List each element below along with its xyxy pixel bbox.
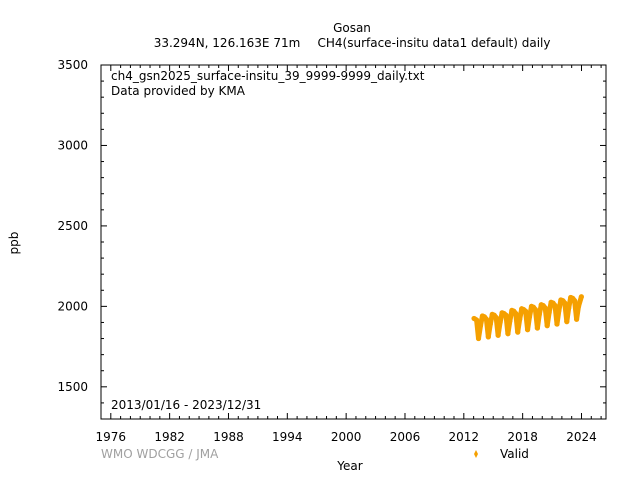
y-tick-label: 2000: [57, 299, 88, 313]
data-point: [505, 331, 511, 337]
x-tick-label: 1982: [154, 430, 185, 444]
data-point: [503, 312, 509, 318]
x-tick-label: 2024: [566, 430, 597, 444]
data-point: [497, 319, 503, 326]
data-point: [566, 305, 572, 311]
data-point: [575, 303, 582, 309]
y-tick-label: 3000: [57, 138, 88, 152]
x-tick-label: 2018: [507, 430, 538, 444]
data-point: [495, 332, 501, 338]
x-axis: 1976 1982 1988 1994 2000 2006 2012 2018 2024: [96, 65, 602, 444]
data-point: [554, 321, 560, 327]
y-tick-label: 3500: [57, 58, 88, 72]
data-points: [471, 294, 584, 342]
x-tick-label: 1988: [213, 430, 244, 444]
data-point: [513, 311, 519, 317]
plot-frame: [100, 64, 607, 420]
y-tick-label: 2500: [57, 219, 88, 233]
file-label: ch4_gsn2025_surface-insitu_39_9999-9999_…: [111, 69, 425, 83]
chart-subtitle-dataset: CH4(surface-insitu data1 default) daily: [318, 36, 551, 50]
data-point: [477, 323, 484, 329]
data-point: [522, 308, 529, 314]
y-tick-label: 1500: [57, 380, 88, 394]
y-axis: 1500 2000 2500 3000 3500: [57, 58, 606, 404]
data-point: [542, 305, 548, 311]
data-point: [517, 316, 523, 322]
data-point: [572, 298, 578, 304]
legend-marker: [474, 450, 478, 458]
legend-label-valid: Valid: [500, 447, 529, 461]
chart-subtitle-location: 33.294N, 126.163E 71m: [154, 36, 301, 50]
y-axis-label: ppb: [7, 232, 21, 255]
credit-label: WMO WDCGG / JMA: [101, 447, 219, 461]
x-tick-label: 1994: [272, 430, 303, 444]
x-tick-label: 2000: [331, 430, 362, 444]
data-point: [507, 318, 513, 324]
data-point: [487, 321, 493, 327]
x-tick-label: 2012: [449, 430, 480, 444]
data-point: [475, 335, 482, 342]
data-point: [493, 315, 499, 321]
data-point: [564, 319, 570, 325]
legend: Valid: [474, 447, 529, 461]
data-point: [552, 302, 558, 309]
x-tick-label: 2006: [390, 430, 421, 444]
data-point: [578, 294, 584, 300]
data-point: [534, 325, 540, 331]
data-point: [544, 323, 550, 329]
chart-title: Gosan: [333, 21, 371, 35]
x-axis-label: Year: [336, 459, 362, 473]
x-tick-label: 1976: [96, 430, 127, 444]
provider-label: Data provided by KMA: [111, 84, 246, 98]
data-point: [556, 307, 562, 313]
data-point: [483, 316, 489, 322]
data-point: [546, 310, 552, 316]
data-point: [485, 334, 491, 340]
data-point: [573, 316, 580, 322]
data-point: [532, 306, 538, 313]
data-point: [473, 317, 480, 323]
data-point: [524, 327, 531, 333]
data-point: [526, 314, 533, 320]
data-point: [536, 311, 542, 318]
data-point: [562, 300, 568, 306]
data-point: [515, 329, 521, 335]
date-range-label: 2013/01/16 - 2023/12/31: [111, 398, 261, 412]
